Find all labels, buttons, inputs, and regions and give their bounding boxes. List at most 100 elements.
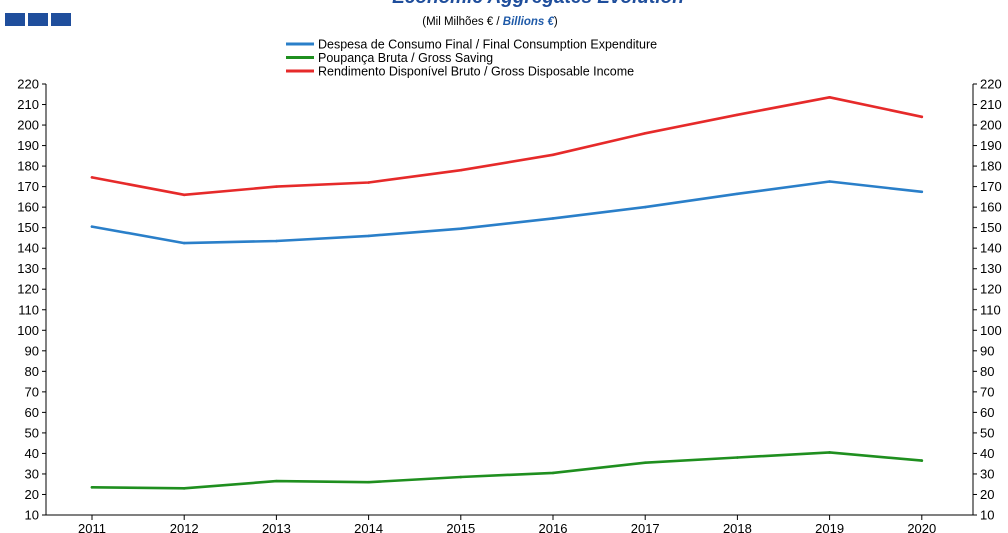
series-point-1 [551,471,555,475]
y-tick-label-right: 30 [980,466,994,481]
y-tick-label-left: 90 [25,343,39,358]
series-point-0 [182,241,186,245]
y-tick-label-left: 200 [17,118,39,133]
y-tick-label-left: 10 [25,508,39,523]
y-tick-label-left: 20 [25,487,39,502]
series-point-0 [828,180,831,183]
series-point-1 [920,459,924,462]
y-tick-label-left: 170 [17,179,39,194]
y-tick-label-right: 10 [980,508,994,523]
x-tick-label: 2013 [262,521,291,533]
y-tick-label-left: 140 [17,241,39,256]
series-line-0 [90,180,924,245]
y-tick-label-right: 90 [980,343,994,358]
y-tick-label-right: 150 [980,220,1002,235]
series-point-0 [90,225,94,228]
y-tick-label-right: 220 [980,77,1002,92]
y-tick-label-right: 100 [980,323,1002,338]
x-tick-label: 2015 [446,521,475,533]
series-point-1 [275,479,278,483]
y-tick-label-left: 220 [17,77,39,92]
series-point-2 [367,181,370,184]
series-point-0 [736,192,739,196]
y-tick-label-right: 170 [980,179,1002,194]
series-point-2 [459,168,463,172]
subtitle-accent: Billions € [503,16,555,28]
y-tick-label-left: 40 [25,446,39,461]
y-tick-label-left: 50 [25,425,39,440]
y-tick-label-right: 210 [980,97,1002,112]
series-point-2 [90,176,94,179]
series-point-1 [643,461,647,464]
series-point-0 [643,205,647,209]
y-tick-label-left: 190 [17,138,39,153]
y-tick-label-right: 20 [980,487,994,502]
y-tick-label-left: 30 [25,466,39,481]
y-tick-label-right: 190 [980,138,1002,153]
y-tick-label-left: 110 [18,302,39,317]
series-point-1 [459,475,463,479]
series-point-0 [920,190,924,194]
y-tick-label-right: 160 [980,200,1002,215]
x-tick-label: 2017 [631,521,660,533]
y-tick-label-right: 110 [980,302,1001,317]
series-point-2 [643,131,647,135]
y-tick-label-right: 130 [980,261,1002,276]
series-point-0 [459,227,463,230]
x-tick-label: 2018 [723,521,752,533]
series-point-1 [367,480,370,484]
chart-subtitle: (Mil Milhões € / Billions €) [422,16,558,28]
legend: Despesa de Consumo Final / Final Consump… [286,38,657,79]
legend-label-1: Poupança Bruta / Gross Saving [318,51,493,65]
y-tick-label-right: 60 [980,405,994,420]
series-point-0 [275,239,278,243]
series-point-1 [90,485,94,489]
series-line-1 [90,451,924,490]
y-tick-label-right: 180 [980,159,1002,174]
series-point-1 [736,456,739,459]
y-tick-label-left: 150 [17,220,39,235]
y-tick-label-left: 100 [17,323,39,338]
x-tick-label: 2012 [170,521,199,533]
y-tick-label-left: 120 [17,282,39,297]
series-point-0 [367,234,370,238]
y-tick-label-right: 140 [980,241,1002,256]
y-tick-label-left: 70 [25,384,39,399]
x-tick-label: 2020 [907,521,936,533]
y-tick-label-left: 160 [17,200,39,215]
legend-label-2: Rendimento Disponível Bruto / Gross Disp… [318,65,634,79]
y-tick-label-right: 40 [980,446,994,461]
x-tick-label: 2014 [354,521,383,533]
y-tick-label-right: 70 [980,384,994,399]
x-tick-label: 2016 [539,521,568,533]
y-tick-label-left: 130 [17,261,39,276]
x-tick-label: 2011 [78,521,106,533]
series-layer [90,96,924,490]
y-tick-label-right: 200 [980,118,1002,133]
series-point-2 [551,153,555,157]
y-tick-label-right: 120 [980,282,1002,297]
series-point-2 [828,96,831,99]
y-tick-label-left: 60 [25,405,39,420]
y-tick-label-left: 210 [17,97,39,112]
chart-title: Economic Aggregates Evolution [392,0,684,8]
y-tick-label-left: 180 [17,159,39,174]
series-point-2 [736,113,739,117]
legend-label-0: Despesa de Consumo Final / Final Consump… [318,38,657,52]
y-tick-label-left: 80 [25,364,39,379]
series-point-0 [551,217,555,220]
x-tick-label: 2019 [815,521,844,533]
logo-icon [5,13,71,26]
subtitle-prefix: (Mil Milhões € / [422,16,503,28]
subtitle-suffix: ) [554,16,558,28]
y-tick-label-right: 80 [980,364,994,379]
series-point-1 [828,451,831,454]
y-tick-label-right: 50 [980,425,994,440]
series-point-2 [275,185,278,188]
series-point-2 [182,193,186,197]
series-line-2 [90,96,924,197]
series-point-1 [182,487,186,490]
series-point-2 [920,115,924,119]
